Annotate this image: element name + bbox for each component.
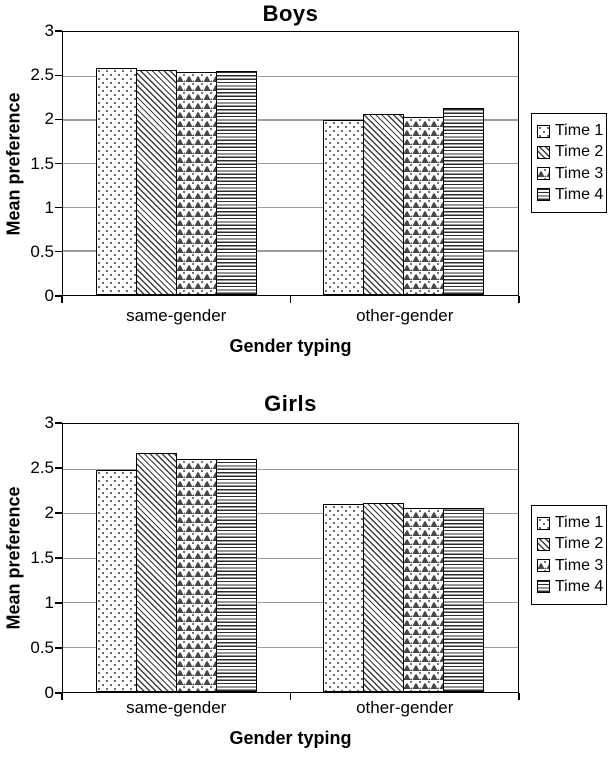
y-tick-mark <box>55 467 62 469</box>
bar-boys-other-gender-time-3 <box>403 116 444 295</box>
y-tick-mark <box>55 602 62 604</box>
category-label-other-gender: other-gender <box>356 698 454 717</box>
category-label-other-gender: other-gender <box>356 306 454 325</box>
legend-item-time-1: Time 1 <box>537 513 604 533</box>
chart-girls: Girls Mean preference 0 0.5 1 1.5 2 2.5 3 same-ge… <box>0 380 609 759</box>
legend-label: Time 4 <box>555 185 604 203</box>
plot-area-girls <box>62 423 519 693</box>
legend-item-time-4: Time 4 <box>537 577 604 597</box>
category-label-same-gender: same-gender <box>126 698 227 717</box>
legend-swatch-dots <box>537 124 550 138</box>
legend-boys: Time 1 Time 2 Time 3 Time 4 <box>531 113 607 213</box>
y-tick-label-3: 3 <box>44 413 54 432</box>
gridline-y-2.5 <box>63 75 518 77</box>
legend-item-time-3: Time 3 <box>537 164 604 184</box>
gridline-y-0.5 <box>63 250 518 252</box>
bar-boys-same-gender-time-4 <box>216 70 257 295</box>
legend-swatch-scale <box>537 559 550 573</box>
y-tick-label-0: 0 <box>44 286 54 305</box>
legend-item-time-2: Time 2 <box>537 534 604 554</box>
bar-boys-same-gender-time-1 <box>96 67 137 295</box>
gridline-y-1.5 <box>63 557 518 559</box>
bar-boys-other-gender-time-2 <box>363 114 404 295</box>
y-tick-mark <box>55 692 62 694</box>
y-tick-label-2: 2 <box>44 503 54 522</box>
legend-swatch-diagonal-hatch <box>537 145 550 159</box>
bar-girls-other-gender-time-1 <box>323 504 364 692</box>
chart-boys: Boys Mean preference 0 0.5 1 1.5 2 2.5 3 same-gen… <box>4 1 607 356</box>
y-tick-mark <box>55 557 62 559</box>
legend-swatch-diagonal-hatch <box>537 537 550 551</box>
y-tick-mark <box>55 30 62 32</box>
legend-label: Time 4 <box>555 577 604 595</box>
x-tick-mark <box>289 296 292 303</box>
y-tick-label-0.5: 0.5 <box>30 638 54 657</box>
gridline-y-1 <box>63 602 518 604</box>
bar-girls-other-gender-time-3 <box>403 507 444 692</box>
chart-title-boys: Boys <box>262 1 319 26</box>
legend-girls: Time 1 Time 2 Time 3 Time 4 <box>531 505 607 605</box>
legend-label: Time 2 <box>555 535 604 553</box>
x-tick-mark <box>518 296 520 303</box>
bar-boys-same-gender-time-3 <box>176 72 217 295</box>
x-axis-title: Gender typing <box>229 336 352 356</box>
legend-swatch-horizontal-lines <box>537 580 550 594</box>
bar-girls-other-gender-time-4 <box>443 507 484 692</box>
y-tick-label-0.5: 0.5 <box>30 241 54 261</box>
y-tick-label-2.5: 2.5 <box>30 65 54 85</box>
legend-swatch-dots <box>537 516 550 530</box>
y-tick-mark <box>55 74 62 76</box>
y-tick-mark <box>55 422 62 424</box>
bar-girls-same-gender-time-3 <box>176 458 217 692</box>
legend-item-time-4: Time 4 <box>537 185 604 205</box>
x-tick-mark <box>289 693 292 700</box>
x-axis-title: Gender typing <box>229 728 352 748</box>
gridline-y-2.5 <box>63 468 518 470</box>
y-tick-label-2: 2 <box>44 109 54 129</box>
y-tick-label-1.5: 1.5 <box>30 153 54 173</box>
gridline-y-1 <box>63 206 518 208</box>
bar-girls-same-gender-time-1 <box>96 469 137 692</box>
bar-boys-other-gender-time-1 <box>323 120 364 295</box>
y-tick-mark <box>55 512 62 514</box>
y-tick-label-1: 1 <box>44 593 54 612</box>
legend-label: Time 3 <box>555 556 604 574</box>
y-tick-label-3: 3 <box>44 21 54 40</box>
legend-item-time-3: Time 3 <box>537 556 604 576</box>
legend-swatch-horizontal-lines <box>537 188 550 202</box>
gridline-y-0.5 <box>63 646 518 648</box>
bar-girls-other-gender-time-2 <box>363 503 404 692</box>
y-tick-mark <box>55 118 62 120</box>
plot-area-boys <box>62 31 519 296</box>
gridline-y-2 <box>63 513 518 515</box>
y-tick-mark <box>55 251 62 253</box>
legend-swatch-scale <box>537 167 550 181</box>
bar-girls-same-gender-time-4 <box>216 458 257 692</box>
y-tick-mark <box>55 162 62 165</box>
bar-boys-other-gender-time-4 <box>443 108 484 295</box>
legend-label: Time 2 <box>555 143 604 161</box>
x-tick-mark <box>61 693 63 700</box>
y-tick-mark <box>55 295 62 297</box>
gridline-y-1.5 <box>63 163 518 165</box>
y-tick-mark <box>55 207 62 209</box>
y-tick-label-1: 1 <box>44 197 54 217</box>
bar-boys-same-gender-time-2 <box>136 69 177 295</box>
category-label-same-gender: same-gender <box>126 306 227 325</box>
y-tick-mark <box>55 647 62 649</box>
y-tick-label-1.5: 1.5 <box>30 548 54 567</box>
legend-item-time-2: Time 2 <box>537 142 604 162</box>
gridline-y-2 <box>63 119 518 121</box>
legend-label: Time 3 <box>555 164 604 182</box>
chart-title-girls: Girls <box>264 391 317 416</box>
legend-item-time-1: Time 1 <box>537 121 604 141</box>
y-tick-label-0: 0 <box>44 683 54 702</box>
bar-girls-same-gender-time-2 <box>136 453 177 692</box>
legend-label: Time 1 <box>555 122 604 139</box>
x-tick-mark <box>518 693 520 700</box>
legend-label: Time 1 <box>555 514 604 531</box>
x-tick-mark <box>61 296 63 303</box>
y-tick-label-2.5: 2.5 <box>30 458 54 477</box>
